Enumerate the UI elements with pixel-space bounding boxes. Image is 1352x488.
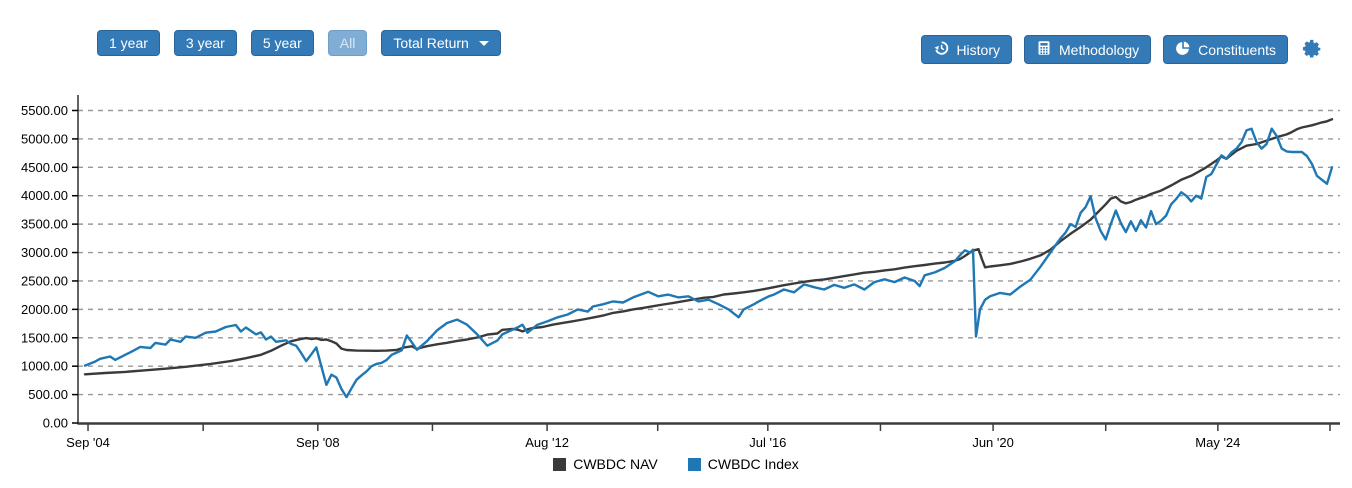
x-tick-label: May '24: [1195, 435, 1240, 450]
y-tick-label: 5500.00: [21, 103, 68, 118]
methodology-button[interactable]: Methodology: [1024, 35, 1152, 64]
y-tick-label: 2500.00: [21, 273, 68, 288]
constituents-button[interactable]: Constituents: [1163, 35, 1288, 64]
calculator-icon: [1036, 40, 1052, 59]
chart-legend: CWBDC NAV CWBDC Index: [0, 456, 1352, 472]
y-tick-label: 3500.00: [21, 217, 68, 232]
history-button[interactable]: History: [921, 35, 1012, 64]
y-tick-label: 1000.00: [21, 359, 68, 374]
gridlines: [78, 109, 1340, 396]
x-tick-label: Sep '08: [296, 435, 340, 450]
x-tick-label: Jun '20: [972, 435, 1014, 450]
axes: [77, 95, 1340, 425]
y-tick-label: 1500.00: [21, 330, 68, 345]
x-tick-label: Aug '12: [525, 435, 569, 450]
legend-swatch: [553, 457, 567, 471]
range-button-1-year[interactable]: 1 year: [97, 30, 160, 56]
history-label: History: [956, 41, 1000, 58]
gear-icon[interactable]: [1300, 38, 1324, 62]
legend-label: CWBDC NAV: [573, 456, 658, 472]
legend-item[interactable]: CWBDC NAV: [553, 456, 658, 472]
nav-line: [83, 118, 1334, 376]
range-button-all: All: [327, 30, 368, 56]
total-return-label: Total Return: [393, 35, 469, 51]
y-axis: 0.00 500.00 1000.00 1500.00 2000.00 2500.00 30…: [21, 103, 78, 431]
range-button-3-year[interactable]: 3 year: [173, 30, 237, 56]
x-tick-label: Sep '04: [66, 435, 110, 450]
pie-chart-icon: [1175, 40, 1191, 59]
constituents-label: Constituents: [1198, 41, 1276, 58]
legend-label: CWBDC Index: [707, 456, 799, 472]
methodology-label: Methodology: [1059, 41, 1140, 58]
x-tick-label: Jul '16: [749, 435, 786, 450]
action-toolbar: History Methodology Constituents: [921, 35, 1324, 64]
legend-item[interactable]: CWBDC Index: [687, 456, 799, 472]
index-line: [83, 127, 1334, 399]
y-tick-label: 0.00: [43, 416, 68, 431]
total-return-dropdown[interactable]: Total Return: [381, 30, 501, 56]
range-toolbar: 1 year 3 year 5 year All Total Return: [97, 30, 501, 56]
y-tick-label: 3000.00: [21, 245, 68, 260]
legend-swatch: [687, 457, 701, 471]
y-tick-label: 4000.00: [21, 188, 68, 203]
history-icon: [933, 40, 949, 59]
caret-down-icon: [478, 40, 489, 46]
y-tick-label: 500.00: [28, 387, 68, 402]
range-button-5-year[interactable]: 5 year: [250, 30, 314, 56]
y-tick-label: 5000.00: [21, 131, 68, 146]
y-tick-label: 2000.00: [21, 302, 68, 317]
x-axis: Sep '04 Sep '08 Aug '12 Jul '16 Jun '20 May '…: [66, 424, 1331, 450]
y-tick-label: 4500.00: [21, 160, 68, 175]
